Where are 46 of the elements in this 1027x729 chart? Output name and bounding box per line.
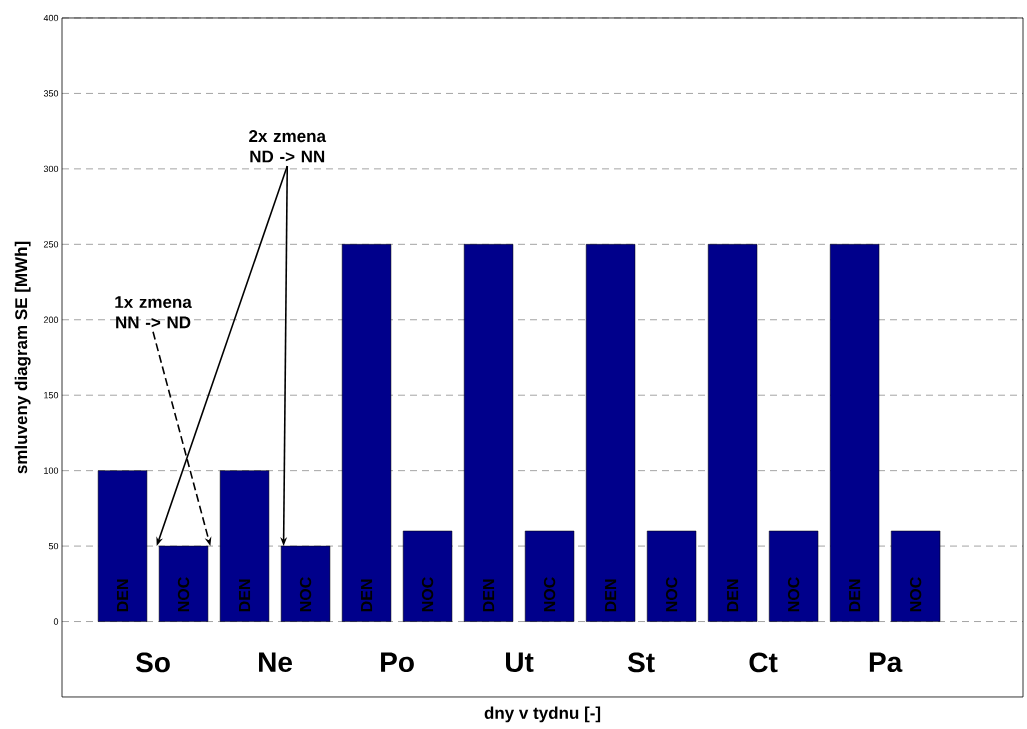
bar bbox=[890, 530, 941, 622]
y-tick-label: 50 bbox=[48, 542, 59, 550]
y-tick-label: 350 bbox=[43, 90, 59, 97]
y-tick-label: 0 bbox=[53, 618, 59, 625]
x-tick-label: Ne bbox=[259, 652, 292, 673]
text: NOC bbox=[543, 577, 556, 612]
bar bbox=[402, 530, 453, 622]
x-tick-label: St bbox=[627, 652, 655, 673]
series-label: NOC bbox=[177, 577, 190, 612]
bar bbox=[219, 470, 270, 622]
bar bbox=[97, 470, 148, 622]
y-tick-label: 250 bbox=[43, 241, 59, 248]
y-axis-title: smluveny diagram SE [MWh] bbox=[14, 241, 31, 474]
x-tick-label: Ct bbox=[749, 652, 778, 673]
y-tick-label: 400 bbox=[43, 14, 59, 22]
bar bbox=[768, 530, 819, 622]
x-tick-label: So bbox=[135, 652, 170, 673]
y-tick-label: 300 bbox=[43, 165, 59, 173]
text: DEN bbox=[727, 579, 739, 612]
bar bbox=[585, 244, 636, 622]
y-tick-label: 200 bbox=[43, 316, 59, 323]
text: NOC bbox=[421, 577, 434, 612]
y-tick-label: 150 bbox=[44, 392, 59, 399]
text: DEN bbox=[849, 579, 861, 612]
bar bbox=[829, 244, 880, 622]
bar bbox=[524, 530, 575, 622]
text: DEN bbox=[605, 579, 617, 612]
text: NOC bbox=[909, 577, 922, 612]
text: DEN bbox=[239, 579, 251, 612]
x-tick-label: Ut bbox=[506, 652, 534, 673]
text: NOC bbox=[299, 577, 312, 612]
y-tick-label: 100 bbox=[44, 467, 59, 474]
series-label: DEN bbox=[117, 579, 129, 612]
annotation: 1x zmena NN -> ND bbox=[115, 296, 192, 329]
text: NOC bbox=[665, 577, 678, 612]
x-axis-title: dny v tydnu [-] bbox=[484, 706, 601, 723]
bar bbox=[646, 530, 697, 622]
x-tick-label: Po bbox=[381, 652, 414, 673]
bar bbox=[341, 244, 392, 622]
text: DEN bbox=[483, 579, 495, 612]
text: DEN bbox=[361, 579, 373, 612]
bar bbox=[463, 244, 514, 622]
bar bbox=[707, 244, 758, 622]
text: NOC bbox=[787, 577, 800, 612]
annotation: 2x zmena ND -> NN bbox=[249, 130, 327, 163]
x-tick-label: Pa bbox=[869, 652, 903, 673]
